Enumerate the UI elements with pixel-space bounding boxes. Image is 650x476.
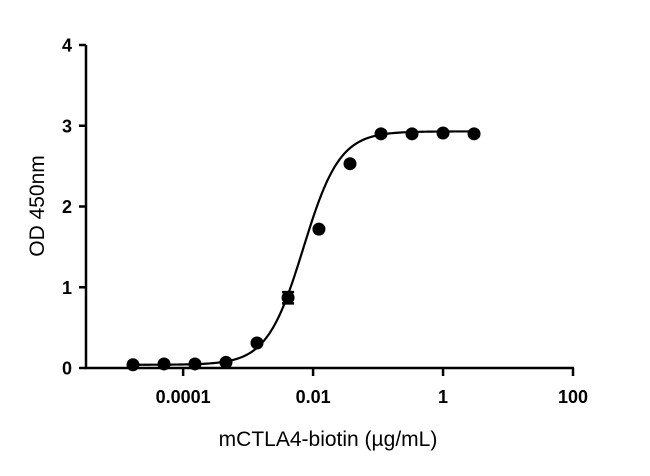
x-axis: 0.0001 0.01 1 100 bbox=[85, 366, 588, 407]
data-point bbox=[281, 291, 295, 305]
x-tick-label: 0.01 bbox=[296, 387, 331, 407]
y-tick-label: 0 bbox=[62, 359, 72, 379]
y-axis-title: OD 450nm bbox=[26, 155, 49, 257]
x-axis-title: mCTLA4-biotin (µg/mL) bbox=[219, 428, 438, 451]
y-axis: 0 1 2 3 4 bbox=[62, 36, 88, 379]
y-tick-label: 4 bbox=[62, 36, 72, 56]
data-point bbox=[374, 127, 388, 141]
data-point bbox=[219, 355, 233, 369]
x-tick-label: 0.0001 bbox=[156, 387, 211, 407]
data-point bbox=[312, 222, 326, 236]
data-point bbox=[467, 127, 481, 141]
data-point bbox=[405, 127, 419, 141]
data-points bbox=[126, 126, 481, 372]
y-tick-label: 2 bbox=[62, 197, 72, 217]
y-tick-label: 1 bbox=[62, 278, 72, 298]
x-tick-label: 100 bbox=[558, 387, 588, 407]
data-point bbox=[126, 358, 140, 372]
x-tick-label: 1 bbox=[438, 387, 448, 407]
data-point bbox=[157, 357, 171, 371]
data-point bbox=[343, 157, 357, 171]
fit-curve bbox=[132, 130, 475, 366]
data-point bbox=[188, 357, 202, 371]
data-point bbox=[250, 336, 264, 350]
y-tick-label: 3 bbox=[62, 116, 72, 136]
data-point bbox=[436, 126, 450, 140]
